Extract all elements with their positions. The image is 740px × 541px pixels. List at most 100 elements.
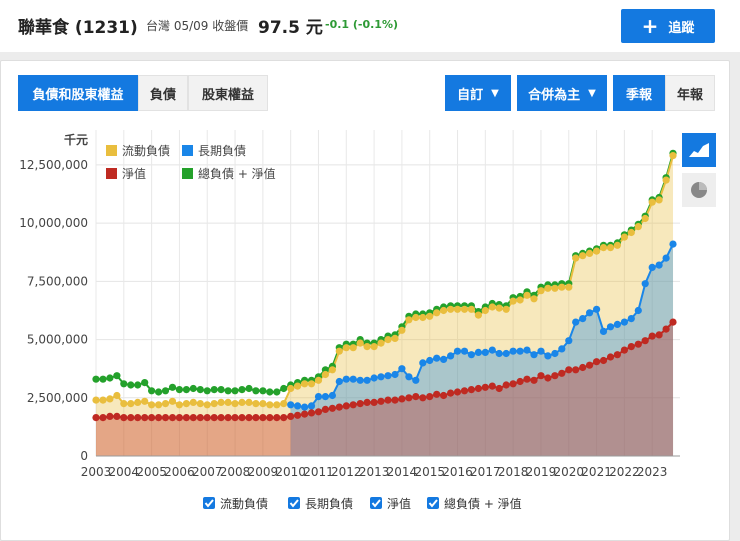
data-point xyxy=(335,403,343,411)
data-point xyxy=(384,372,392,380)
x-tick-label: 2012 xyxy=(331,465,362,479)
data-point xyxy=(238,414,246,422)
data-point xyxy=(440,355,448,363)
consolidated-dropdown[interactable]: 合併為主 ▼ xyxy=(517,75,607,111)
data-point xyxy=(301,380,309,388)
data-point xyxy=(572,366,580,374)
stock-name: 聯華食 (1231) xyxy=(18,18,138,38)
data-point xyxy=(280,384,288,393)
data-point xyxy=(419,313,427,322)
data-point xyxy=(120,414,128,422)
data-point xyxy=(516,296,524,304)
data-point xyxy=(259,400,267,408)
data-point xyxy=(148,401,156,409)
dropdown-label: 合併為主 xyxy=(528,87,581,103)
area-chart-button[interactable] xyxy=(682,133,716,167)
data-point xyxy=(113,391,121,400)
data-point xyxy=(363,343,371,351)
y-tick-label: 10,000,000 xyxy=(19,216,88,230)
series-area xyxy=(96,322,674,456)
data-point xyxy=(398,395,406,403)
data-point xyxy=(523,375,531,383)
data-point xyxy=(349,344,357,352)
data-point xyxy=(189,414,197,422)
data-point xyxy=(453,305,462,313)
data-point xyxy=(141,379,149,387)
data-point xyxy=(391,334,399,342)
track-button-label: 追蹤 xyxy=(668,20,695,36)
data-point xyxy=(565,283,573,291)
data-point xyxy=(280,400,288,408)
data-point xyxy=(488,303,496,311)
tab-liabilities[interactable]: 負債 xyxy=(138,75,188,111)
data-point xyxy=(99,414,107,422)
data-point xyxy=(161,400,170,408)
data-point xyxy=(99,396,107,404)
data-point xyxy=(127,381,135,389)
data-point xyxy=(391,396,399,404)
data-point xyxy=(599,327,608,335)
close-price-label: 台灣 05/09 收盤價 xyxy=(146,19,249,33)
data-point xyxy=(217,386,225,394)
tab-equity[interactable]: 股東權益 xyxy=(188,75,268,111)
data-point xyxy=(238,386,246,394)
data-point xyxy=(273,414,281,422)
legend-label: 流動負債 xyxy=(122,143,170,158)
data-point xyxy=(182,386,190,394)
data-point xyxy=(155,388,163,396)
data-point xyxy=(148,414,156,422)
checkbox xyxy=(427,497,439,509)
chevron-down-icon: ▼ xyxy=(588,87,596,99)
x-tick-label: 2004 xyxy=(109,465,140,479)
data-point xyxy=(113,412,121,420)
data-point xyxy=(294,402,302,410)
data-point xyxy=(467,386,475,394)
data-point xyxy=(509,380,517,388)
data-point xyxy=(634,223,642,231)
data-point xyxy=(370,398,378,406)
legend-swatch xyxy=(106,145,117,156)
x-tick-label: 2021 xyxy=(581,465,612,479)
data-point xyxy=(606,244,615,252)
data-point xyxy=(106,412,114,420)
data-point xyxy=(307,409,316,417)
chart-card: 負債和股東權益 負債 股東權益 自訂 ▼ 合併為主 ▼ 季報 年報 xyxy=(0,60,730,541)
checkbox xyxy=(288,497,300,509)
data-point xyxy=(474,384,482,393)
data-point xyxy=(586,309,594,317)
data-point xyxy=(120,400,128,408)
x-tick-label: 2014 xyxy=(387,465,418,479)
data-point xyxy=(328,391,336,400)
custom-dropdown[interactable]: 自訂 ▼ xyxy=(445,75,511,111)
tab-liabilities-and-equity[interactable]: 負債和股東權益 xyxy=(18,75,138,111)
data-point xyxy=(127,400,135,408)
tab-annual[interactable]: 年報 xyxy=(665,75,715,111)
data-point xyxy=(599,356,608,365)
data-point xyxy=(203,387,211,395)
tab-quarterly[interactable]: 季報 xyxy=(613,75,665,111)
area-chart-icon xyxy=(689,143,709,157)
data-point xyxy=(433,309,441,317)
x-tick-label: 2009 xyxy=(248,465,279,479)
data-point xyxy=(377,373,385,381)
data-point xyxy=(481,383,489,391)
data-point xyxy=(627,228,635,237)
data-point xyxy=(307,380,316,388)
data-point xyxy=(530,295,538,303)
data-point xyxy=(92,375,100,383)
data-point xyxy=(224,387,232,395)
data-point xyxy=(474,311,482,319)
series-toggle-label: 淨值 xyxy=(387,496,411,511)
data-point xyxy=(537,287,545,295)
data-point xyxy=(502,381,510,389)
y-tick-label: 7,500,000 xyxy=(27,274,88,288)
data-point xyxy=(509,347,517,355)
data-point xyxy=(593,247,601,255)
data-point xyxy=(460,347,469,355)
data-point xyxy=(544,284,552,292)
pie-chart-button[interactable] xyxy=(682,173,716,207)
track-button[interactable]: + 追蹤 xyxy=(621,9,715,43)
series-toggle-label: 長期負債 xyxy=(305,496,353,511)
plus-icon: + xyxy=(641,14,659,38)
data-point xyxy=(593,305,601,313)
